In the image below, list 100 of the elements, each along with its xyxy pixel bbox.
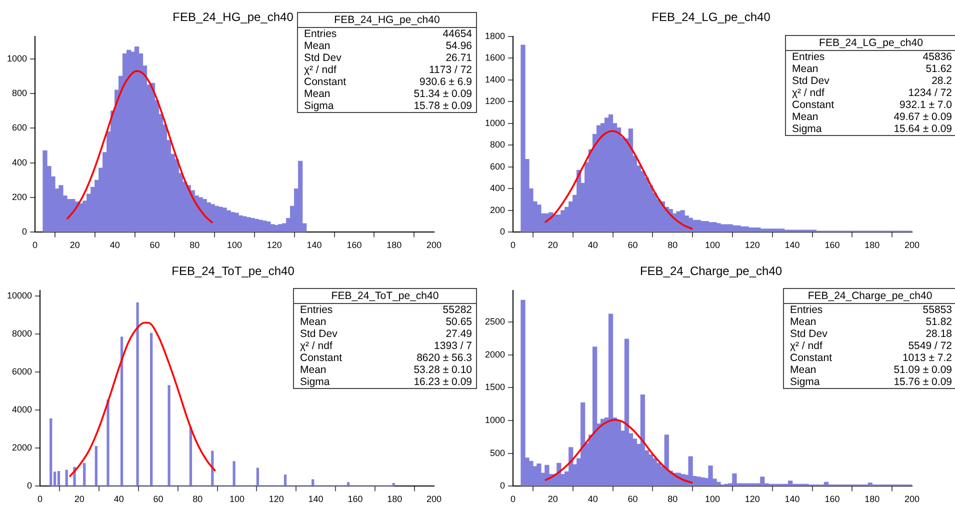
x-tick-label: 80 (668, 240, 678, 250)
x-tick-label: 180 (864, 494, 880, 504)
x-tick-label: 160 (824, 240, 840, 250)
y-tick-label: 1400 (484, 74, 506, 84)
x-tick-label: 0 (38, 494, 43, 504)
annotation: Constant (790, 352, 832, 364)
y-tick-label: 2000 (484, 349, 506, 360)
annotation: 1173 / 72 (428, 64, 472, 76)
annotation: 932.1 ± 7.0 (900, 99, 952, 111)
y-tick-label: 800 (12, 88, 28, 98)
x-tick-label: 100 (704, 494, 720, 504)
y-tick-label: 200 (12, 192, 28, 202)
text: 45836 (922, 51, 952, 63)
annotation: Std Dev (300, 328, 338, 340)
y-tick-label: 4000 (12, 404, 32, 415)
text: 44654 (442, 28, 472, 40)
y-tick-label: 600 (12, 122, 28, 133)
x-tick-label: 20 (70, 240, 80, 250)
annotation: χ² / ndf (300, 340, 332, 352)
text: 51.62 (926, 63, 952, 75)
chart-title: FEB_24_LG_pe_ch40 (650, 10, 772, 24)
text: 27.49 (446, 328, 472, 340)
x-tick-label: 0 (510, 240, 516, 250)
text: 54.96 (446, 40, 472, 52)
x-tick-label: 120 (744, 240, 760, 250)
annotation: Constant (792, 99, 834, 111)
y-tick-label: 1200 (484, 96, 506, 106)
y-tick-label: 1500 (484, 382, 506, 392)
text: 28.18 (926, 328, 952, 340)
annotation: Constant (300, 352, 342, 364)
y-tick-label: 1000 (484, 414, 506, 425)
annotation: FEB_24_LG_pe_ch40 (786, 36, 955, 51)
annotation: Constant (304, 76, 346, 88)
x-tick-label: 100 (704, 240, 720, 250)
text: 55282 (442, 304, 472, 316)
y-tick-label: 1000 (484, 118, 506, 128)
x-tick-label: 60 (628, 240, 638, 250)
text: FEB_24_HG_pe_ch40 (298, 13, 476, 28)
x-tick-label: 120 (268, 494, 284, 504)
text: 50.65 (446, 316, 472, 328)
text: 51.82 (926, 316, 952, 328)
y-tick-label: 0 (27, 480, 32, 491)
x-tick-label: 40 (588, 494, 598, 504)
y-tick-label: 0 (500, 480, 506, 491)
annotation: Std Dev (792, 75, 830, 87)
y-tick-label: 0 (22, 226, 28, 237)
x-tick-label: 160 (348, 494, 363, 504)
x-tick-label: 180 (864, 240, 880, 250)
x-tick-label: 180 (386, 240, 402, 250)
text: 26.71 (446, 52, 472, 64)
x-tick-label: 40 (114, 494, 124, 504)
y-tick-label: 2500 (484, 316, 506, 326)
annotation: Sigma (790, 376, 820, 388)
x-tick-label: 20 (548, 494, 558, 504)
annotation: 51.09 ± 0.09 (894, 364, 952, 376)
y-tick-label: 200 (490, 204, 506, 215)
annotation: Sigma (792, 123, 822, 135)
x-tick-label: 40 (110, 240, 120, 250)
annotation: 16.23 ± 0.09 (414, 376, 472, 388)
y-tick-label: 600 (490, 161, 506, 172)
y-tick-label: 800 (490, 140, 506, 150)
y-tick-label: 2000 (12, 442, 32, 453)
x-tick-label: 120 (266, 240, 282, 250)
annotation: χ² / ndf (304, 64, 336, 76)
text: 55853 (922, 304, 952, 316)
annotation: 15.76 ± 0.09 (894, 376, 952, 388)
text: 28.2 (932, 75, 952, 87)
x-tick-label: 20 (548, 240, 558, 250)
y-tick-label: 400 (12, 157, 28, 168)
x-tick-label: 60 (150, 240, 160, 250)
annotation: Mean (300, 316, 326, 328)
annotation: Mean (792, 111, 818, 123)
annotation: 1013 ± 7.2 (902, 352, 952, 364)
annotation: 51.34 ± 0.09 (414, 88, 472, 100)
x-tick-label: 140 (784, 240, 800, 250)
annotation: 15.64 ± 0.09 (894, 123, 952, 135)
y-tick-label: 1600 (484, 52, 506, 63)
x-tick-label: 200 (904, 494, 920, 504)
x-tick-label: 60 (153, 494, 164, 504)
x-tick-label: 100 (226, 240, 242, 250)
annotation: Sigma (300, 376, 330, 388)
y-tick-label: 8000 (12, 328, 32, 339)
annotation: Std Dev (790, 328, 828, 340)
annotation: Mean (304, 40, 330, 52)
annotation: 15.78 ± 0.09 (414, 100, 472, 112)
x-tick-label: 80 (668, 494, 678, 504)
annotation: χ² / ndf (792, 87, 824, 99)
x-tick-label: 140 (308, 494, 324, 504)
x-tick-label: 120 (744, 494, 760, 504)
y-tick-label: 400 (490, 183, 506, 194)
annotation: Entries (792, 51, 825, 63)
x-tick-label: 200 (904, 240, 920, 250)
x-tick-label: 160 (346, 240, 362, 250)
x-tick-label: 160 (824, 494, 840, 504)
x-tick-label: 180 (387, 494, 402, 504)
annotation: 49.67 ± 0.09 (894, 111, 952, 123)
y-tick-label: 10000 (6, 290, 32, 301)
chart-title: FEB_24_ToT_pe_ch40 (170, 264, 296, 278)
x-tick-label: 0 (510, 494, 516, 504)
annotation: 5549 / 72 (908, 340, 952, 352)
